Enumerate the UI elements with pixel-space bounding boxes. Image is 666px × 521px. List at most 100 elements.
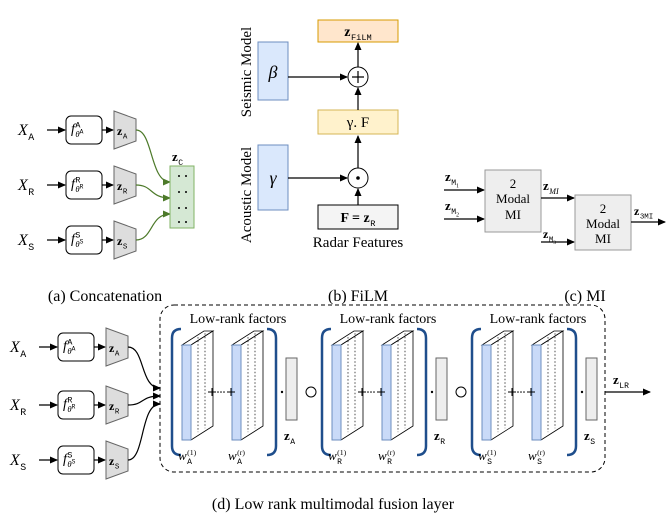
- label-sub: A: [20, 349, 26, 360]
- label-sub: S: [590, 438, 595, 447]
- label-sub: R: [28, 187, 34, 198]
- dot: [178, 191, 180, 193]
- math-label: zM1: [445, 169, 459, 190]
- dot: [520, 391, 522, 393]
- label-main: z: [284, 428, 290, 443]
- label-subsub: 1: [456, 184, 459, 190]
- label: (a) Concatenation: [48, 288, 162, 305]
- label: Low-rank factors: [190, 312, 287, 327]
- label-main: z: [445, 198, 451, 213]
- math-label: w(r)A: [228, 448, 245, 467]
- math-label: zLR: [613, 372, 629, 391]
- label: Modal: [586, 216, 620, 231]
- label-subsub: 3: [553, 240, 556, 246]
- label-main: w: [228, 448, 237, 463]
- dot: [185, 207, 187, 209]
- label-sub: S: [20, 462, 26, 473]
- label-sub: A: [187, 458, 192, 467]
- label-sub: S: [28, 242, 34, 253]
- label-sup: (1): [487, 448, 496, 457]
- bracket: [172, 329, 181, 455]
- arrow: [128, 404, 160, 460]
- label-sub: S: [537, 458, 542, 467]
- label-sub: R: [440, 438, 445, 447]
- label-sub: FiLM: [351, 33, 372, 43]
- label: (c) MI: [564, 288, 605, 305]
- math-label: zMI: [543, 178, 559, 196]
- label-sub: A: [237, 458, 242, 467]
- label-subsup: A: [80, 129, 84, 136]
- factor-side: [491, 331, 513, 440]
- factor-side: [191, 331, 213, 440]
- label: (d) Low rank multimodal fusion layer: [212, 496, 455, 513]
- label-sub: C: [178, 159, 183, 168]
- figure: XAfAθAzAXRfRθRzRXSfSθSzSzC(a) Concatenat…: [0, 0, 666, 521]
- dot: [431, 391, 433, 393]
- label-sub: S: [115, 464, 120, 472]
- label: γ: [269, 168, 277, 188]
- label-sub: R: [115, 409, 120, 417]
- math-label: w(1)S: [478, 448, 497, 467]
- dot: [223, 391, 225, 393]
- label-main: z: [445, 169, 451, 184]
- label: MI: [595, 231, 611, 246]
- dot: [217, 391, 219, 393]
- label-main: w: [478, 448, 487, 463]
- label-sub: LR: [619, 382, 629, 391]
- label-sub: R: [370, 219, 375, 229]
- body: { "concatenation": { "inputs": [ {"input…: [0, 0, 666, 521]
- label: 2: [510, 176, 517, 191]
- arrow: [136, 185, 170, 198]
- factor-side: [391, 331, 413, 440]
- factor-side: [341, 331, 363, 440]
- label-sup: (r): [387, 448, 395, 457]
- label-main: z: [543, 178, 549, 193]
- math-label: z3MI: [634, 204, 653, 222]
- label: Radar Features: [313, 235, 404, 251]
- arrow: [128, 396, 160, 405]
- label: Low-rank factors: [340, 312, 437, 327]
- label-sub: R: [123, 189, 128, 197]
- math-label: XA: [17, 122, 34, 143]
- label-sup: (r): [237, 448, 245, 457]
- math-label: XS: [17, 232, 34, 253]
- label-main: X: [17, 122, 29, 139]
- label-main: z: [172, 149, 178, 164]
- factor-side: [541, 331, 563, 440]
- label-sup: (r): [537, 448, 545, 457]
- label-subsup: R: [80, 184, 84, 191]
- label-main: z: [613, 372, 619, 387]
- label-main: X: [9, 339, 21, 356]
- math-label: w(1)A: [178, 448, 197, 467]
- label-main: w: [378, 448, 387, 463]
- math-label: w(1)R: [328, 448, 347, 467]
- label-sup: (1): [187, 448, 196, 457]
- label: MI: [505, 207, 521, 222]
- label-main: X: [17, 177, 29, 194]
- bracket: [267, 329, 276, 455]
- label-sub: A: [290, 438, 295, 447]
- dot: [367, 391, 369, 393]
- label-main: X: [9, 452, 21, 469]
- arrow: [136, 130, 170, 182]
- factor-side: [241, 331, 263, 440]
- label: Seismic Model: [239, 27, 255, 117]
- label-main: X: [9, 397, 21, 414]
- dot: [185, 221, 187, 223]
- math-label: zA: [284, 428, 295, 447]
- feature-bar: [286, 358, 297, 420]
- label-main: z: [584, 428, 590, 443]
- math-label: w(r)S: [528, 448, 545, 467]
- label-sub: S: [487, 458, 492, 467]
- mul-dot: [356, 176, 360, 180]
- bracket: [417, 329, 426, 455]
- label-subsup: R: [72, 404, 76, 411]
- dot: [178, 175, 180, 177]
- bracket: [322, 329, 331, 455]
- label-sub: A: [123, 134, 128, 142]
- label-sub: R: [20, 407, 26, 418]
- label-main: w: [178, 448, 187, 463]
- math-label: XR: [17, 177, 34, 198]
- outer-product: [456, 387, 466, 397]
- label: β: [268, 62, 278, 82]
